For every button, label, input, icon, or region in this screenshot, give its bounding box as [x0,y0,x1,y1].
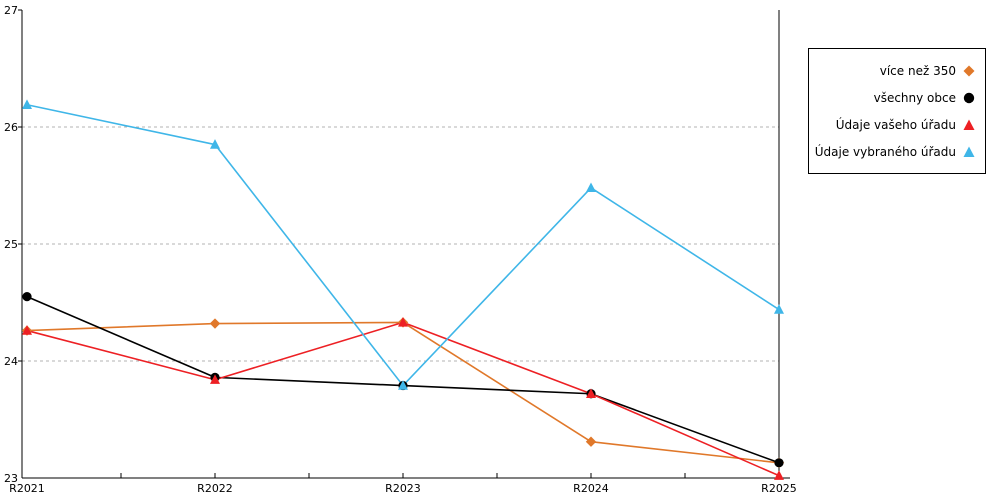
circle-icon [963,92,975,104]
legend-label: více než 350 [879,63,956,78]
diamond-icon [963,65,975,77]
legend-item: více než 350 [809,57,985,84]
y-axis-label: 27 [4,4,18,17]
y-axis-label: 25 [4,238,18,251]
triangle-icon [210,139,220,149]
x-axis-label: R2023 [385,482,421,495]
legend: více než 350 všechny obce Údaje vašeho ú… [808,48,986,174]
triangle-icon [586,182,596,193]
triangle-icon [398,380,408,390]
triangle-icon [398,316,408,327]
diamond-icon [585,436,597,447]
x-axis-label: R2022 [197,482,233,495]
triangle-icon [22,325,32,335]
diamond-icon [209,318,221,329]
x-axis-label: R2025 [761,482,797,495]
legend-item: všechny obce [809,84,985,111]
circle-icon [22,292,32,302]
legend-item: Údaje vybraného úřadu [809,138,985,165]
triangle-icon [963,119,975,131]
x-axis-label: R2024 [573,482,609,495]
series-line [26,103,780,387]
legend-label: Údaje vybraného úřadu [814,144,956,159]
series-line [26,321,780,464]
circle-icon [774,458,784,468]
triangle-icon [22,99,32,109]
y-axis-label: 26 [4,121,18,134]
triangle-icon [774,304,784,314]
y-axis-label: 23 [4,472,18,485]
y-axis-label: 24 [4,355,18,368]
legend-item: Údaje vašeho úřadu [809,111,985,138]
triangle-icon [210,374,220,384]
triangle-icon [586,388,596,398]
x-axis-label: R2021 [9,482,45,495]
triangle-icon [774,470,784,480]
triangle-icon [963,146,975,158]
legend-label: Údaje vašeho úřadu [835,117,956,132]
legend-label: všechny obce [873,90,956,105]
